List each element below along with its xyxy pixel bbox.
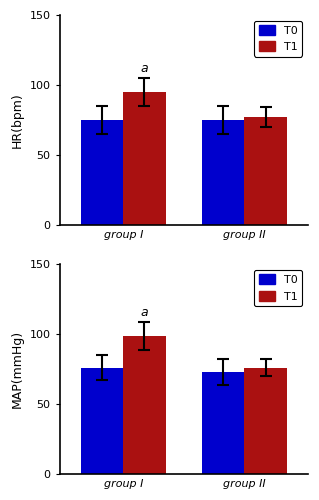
Bar (244, 117, 287, 224)
Bar (81, 368, 123, 474)
Bar (123, 92, 166, 224)
Y-axis label: HR(bpm): HR(bpm) (11, 92, 24, 148)
Bar (202, 120, 244, 224)
Bar (202, 372, 244, 474)
Text: a: a (141, 62, 148, 75)
Legend: T0, T1: T0, T1 (254, 270, 302, 306)
Bar (244, 368, 287, 474)
Legend: T0, T1: T0, T1 (254, 20, 302, 57)
Bar (81, 120, 123, 224)
Bar (123, 336, 166, 474)
Y-axis label: MAP(mmHg): MAP(mmHg) (11, 330, 24, 408)
Text: a: a (141, 306, 148, 319)
